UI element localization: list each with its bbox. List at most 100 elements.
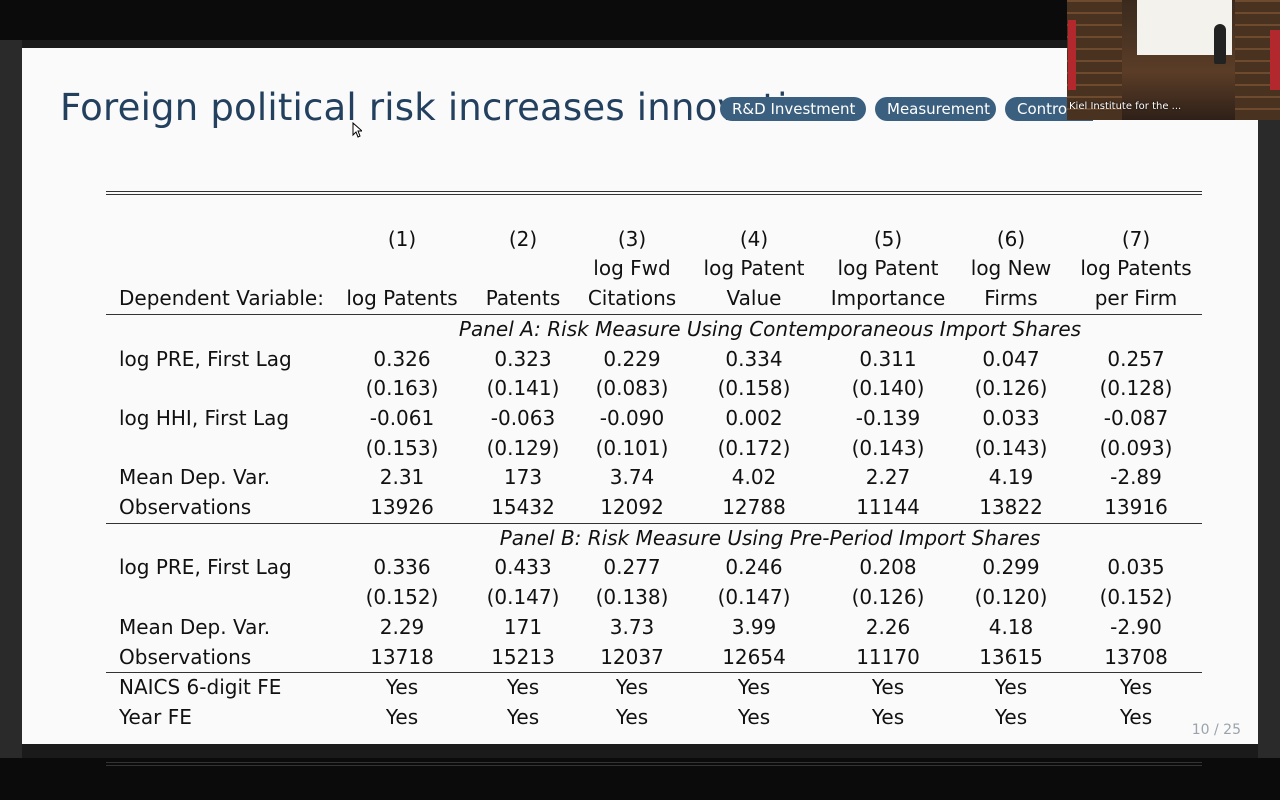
table-cell: (0.143) bbox=[974, 435, 1048, 460]
table-row: log PRE, First Lag 0.326 0.323 0.229 0.334 0.… bbox=[106, 345, 1202, 375]
table-cell: 173 bbox=[503, 465, 543, 490]
table-cell: 2.26 bbox=[865, 614, 911, 639]
table-cell: 11170 bbox=[856, 644, 920, 669]
column-number: (3) bbox=[617, 226, 647, 251]
slide-title: Foreign political risk increases innovat… bbox=[60, 86, 835, 129]
column-number: (1) bbox=[387, 226, 417, 251]
table-cell: Yes bbox=[1070, 672, 1202, 703]
column-number: (4) bbox=[739, 226, 769, 251]
table-cell: 0.208 bbox=[859, 555, 917, 580]
table-cell: 0.033 bbox=[982, 405, 1040, 430]
header-blank bbox=[106, 225, 338, 255]
panel-b-title-row: Panel B: Risk Measure Using Pre-Period I… bbox=[106, 522, 1202, 554]
row-label: Mean Dep. Var. bbox=[119, 465, 271, 490]
measurement-button[interactable]: Measurement bbox=[875, 97, 996, 121]
column-header-top: log Patents bbox=[1080, 256, 1192, 281]
table-cell: 2.29 bbox=[379, 614, 425, 639]
column-header-line1: log Fwd log Patent log Patent log New log Pa… bbox=[106, 254, 1202, 284]
panel-blank bbox=[106, 313, 338, 345]
table-row: Observations 13926 15432 12092 12788 11144 138… bbox=[106, 493, 1202, 523]
table-cell: 12654 bbox=[722, 644, 786, 669]
table-cell: -0.061 bbox=[369, 405, 435, 430]
column-number: (6) bbox=[996, 226, 1026, 251]
right-edge bbox=[1258, 40, 1280, 758]
table-cell: 0.246 bbox=[725, 555, 783, 580]
table-cell: 0.326 bbox=[373, 346, 431, 371]
table-cell: 3.73 bbox=[609, 614, 655, 639]
table-cell: (0.158) bbox=[717, 376, 791, 401]
row-label bbox=[106, 583, 338, 613]
panel-a-title: Panel A: Risk Measure Using Contemporane… bbox=[338, 313, 1202, 345]
bookshelf-left bbox=[1067, 0, 1122, 120]
column-header-bottom: Patents bbox=[485, 286, 561, 311]
column-header-line2: Dependent Variable: log Patents Patents Cit… bbox=[106, 284, 1202, 314]
row-label: Year FE bbox=[119, 704, 192, 729]
table-cell: (0.126) bbox=[851, 585, 925, 610]
table-cell: 0.323 bbox=[494, 346, 552, 371]
webcam-overlay[interactable]: Kiel Institute for the ... bbox=[1067, 0, 1280, 120]
table-cell: 13822 bbox=[979, 495, 1043, 520]
table-cell: Yes bbox=[871, 704, 905, 729]
table-cell: Yes bbox=[338, 672, 466, 703]
table-cell: 13926 bbox=[370, 495, 434, 520]
column-header-bottom: log Patents bbox=[346, 286, 458, 311]
table-cell: 0.299 bbox=[982, 555, 1040, 580]
table-cell: (0.126) bbox=[974, 376, 1048, 401]
table-cell: 4.02 bbox=[731, 465, 777, 490]
table-cell: (0.128) bbox=[1099, 376, 1173, 401]
table-cell: (0.143) bbox=[851, 435, 925, 460]
rd-investment-button[interactable]: R&D Investment bbox=[720, 97, 866, 121]
table-cell: (0.153) bbox=[365, 435, 439, 460]
table-cell: Yes bbox=[466, 672, 580, 703]
bottom-rule bbox=[106, 732, 1202, 767]
column-header-bottom: per Firm bbox=[1094, 286, 1178, 311]
table-cell: (0.101) bbox=[595, 435, 669, 460]
banner-left bbox=[1068, 20, 1076, 90]
column-header-top bbox=[466, 254, 580, 284]
table-cell: 0.311 bbox=[859, 346, 917, 371]
row-label: log PRE, First Lag bbox=[119, 555, 292, 580]
table-cell: 0.047 bbox=[982, 346, 1040, 371]
table-row: log PRE, First Lag 0.336 0.433 0.277 0.246 0.… bbox=[106, 553, 1202, 583]
speaker-figure bbox=[1214, 24, 1226, 64]
table-cell: Yes bbox=[994, 704, 1028, 729]
table-cell: Yes bbox=[684, 672, 824, 703]
table-cell: 11144 bbox=[856, 495, 920, 520]
table-cell: Yes bbox=[824, 672, 952, 703]
table-cell: 13718 bbox=[370, 644, 434, 669]
table-cell: 4.19 bbox=[988, 465, 1034, 490]
table-cell: 15213 bbox=[491, 644, 555, 669]
column-header-top: log Fwd bbox=[593, 256, 671, 281]
table-cell: Yes bbox=[385, 704, 419, 729]
top-rule bbox=[106, 191, 1202, 225]
table-row: (0.163) (0.141) (0.083) (0.158) (0.140) (0.12… bbox=[106, 374, 1202, 404]
table-cell: 0.334 bbox=[725, 346, 783, 371]
left-edge bbox=[0, 40, 22, 758]
table-cell: 0.433 bbox=[494, 555, 552, 580]
table-cell: (0.083) bbox=[595, 376, 669, 401]
table-cell: (0.093) bbox=[1099, 435, 1173, 460]
table-cell: Yes bbox=[737, 704, 771, 729]
table-cell: Yes bbox=[952, 672, 1070, 703]
table-cell: 13916 bbox=[1104, 495, 1168, 520]
table-cell: (0.163) bbox=[365, 376, 439, 401]
regression-table: (1) (2) (3) (4) (5) (6) (7) log Fwd log Patent lo… bbox=[106, 191, 1202, 767]
bottom-letterbox bbox=[0, 758, 1280, 800]
table-cell: 3.99 bbox=[731, 614, 777, 639]
header-blank bbox=[106, 254, 338, 284]
row-label: Observations bbox=[119, 644, 252, 669]
banner-right bbox=[1270, 30, 1280, 90]
column-header-bottom: Value bbox=[726, 286, 782, 311]
mouse-cursor-icon bbox=[352, 122, 362, 138]
table-row: Mean Dep. Var. 2.31 173 3.74 4.02 2.27 4.19 -2.… bbox=[106, 463, 1202, 493]
table-cell: 13615 bbox=[979, 644, 1043, 669]
column-header-top: log New bbox=[970, 256, 1052, 281]
table-row: Mean Dep. Var. 2.29 171 3.73 3.99 2.26 4.18 -2.… bbox=[106, 613, 1202, 643]
column-header-bottom: Importance bbox=[830, 286, 946, 311]
fixed-effects-row: NAICS 6-digit FE Yes Yes Yes Yes Yes Yes Yes bbox=[106, 672, 1202, 703]
row-label bbox=[106, 374, 338, 404]
column-number-row: (1) (2) (3) (4) (5) (6) (7) bbox=[106, 225, 1202, 255]
table-cell: 0.336 bbox=[373, 555, 431, 580]
table-cell: Yes bbox=[1119, 704, 1153, 729]
table-cell: (0.138) bbox=[595, 585, 669, 610]
